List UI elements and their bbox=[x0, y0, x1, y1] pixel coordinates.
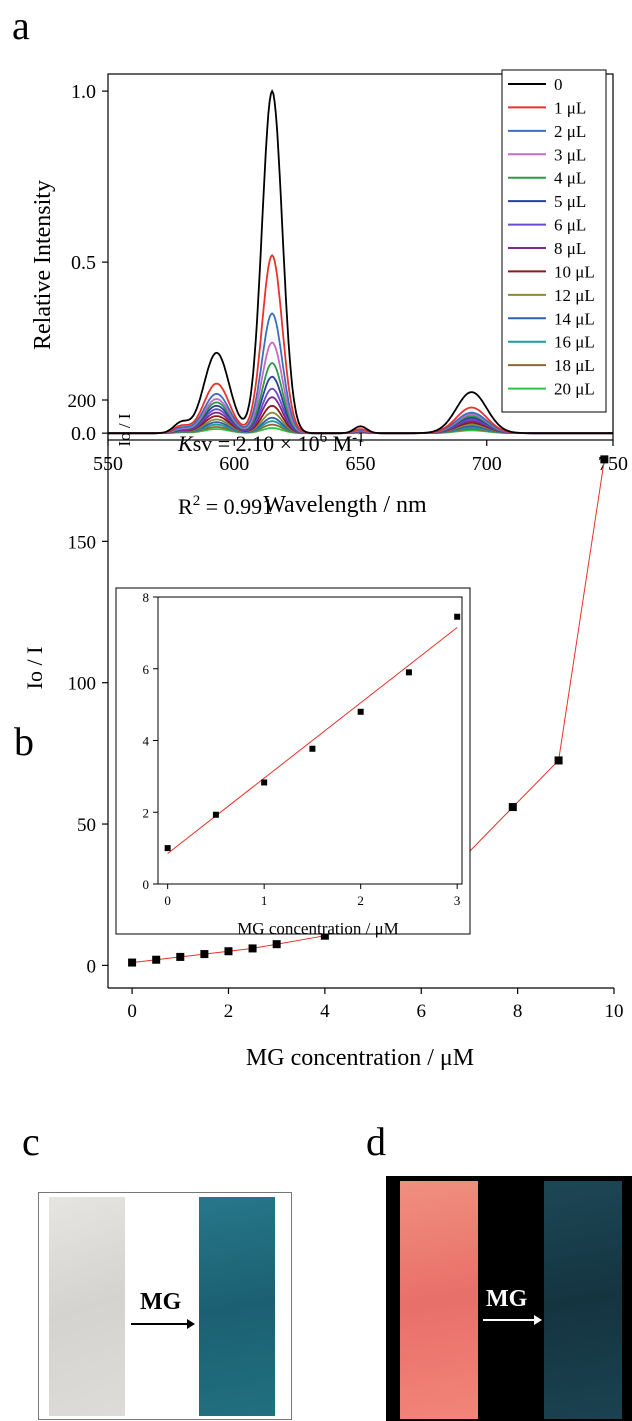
arrow-head-icon bbox=[187, 1319, 195, 1329]
data-point bbox=[200, 950, 209, 959]
y-tick-label: 0.0 bbox=[71, 423, 96, 445]
inset-y-tick-label: 4 bbox=[143, 734, 150, 749]
mg-treated-test-strip bbox=[199, 1197, 275, 1416]
inset-data-point bbox=[309, 745, 316, 752]
data-point bbox=[176, 952, 185, 961]
inset-y-axis-label: Io / I bbox=[115, 413, 134, 446]
inset-frame bbox=[115, 587, 471, 935]
legend-entry: 3 μL bbox=[554, 145, 586, 164]
photo-d-uv-test-strips: MG bbox=[386, 1176, 632, 1421]
inset-x-tick-label: 2 bbox=[357, 893, 364, 908]
x-tick-label: 4 bbox=[320, 1001, 330, 1022]
legend-entry: 10 μL bbox=[554, 262, 595, 281]
x-tick-label: 600 bbox=[219, 453, 249, 475]
legend-entry: 5 μL bbox=[554, 192, 586, 211]
legend-entry: 8 μL bbox=[554, 239, 586, 258]
data-point bbox=[152, 955, 161, 964]
photo-c-test-strips: MG bbox=[38, 1192, 292, 1420]
legend-entry: 18 μL bbox=[554, 356, 595, 375]
y-axis-label: Io / I bbox=[22, 647, 47, 690]
mg-reagent-label: MG bbox=[486, 1286, 528, 1312]
y-tick-label: 150 bbox=[68, 532, 97, 553]
legend-entry: 0 bbox=[554, 75, 563, 94]
inset-data-point bbox=[454, 613, 461, 620]
arrow-icon bbox=[483, 1319, 537, 1321]
legend-entry: 12 μL bbox=[554, 286, 595, 305]
x-tick-label: 10 bbox=[605, 1001, 624, 1022]
legend-entry: 1 μL bbox=[554, 98, 586, 117]
inset-data-point bbox=[261, 779, 268, 786]
data-point bbox=[248, 944, 257, 953]
data-point bbox=[508, 803, 517, 812]
y-tick-label: 0 bbox=[87, 956, 97, 977]
legend-frame bbox=[501, 69, 607, 413]
inset-data-point bbox=[212, 811, 219, 818]
y-tick-label: 200 bbox=[68, 391, 97, 412]
arrow-head-icon bbox=[534, 1315, 542, 1325]
data-point bbox=[600, 455, 609, 464]
arrow-icon bbox=[131, 1323, 191, 1325]
y-tick-label: 1.0 bbox=[71, 81, 96, 103]
r-squared-annotation: R2 = 0.991 bbox=[178, 493, 273, 519]
blank-test-strip bbox=[49, 1197, 125, 1416]
x-tick-label: 6 bbox=[416, 1001, 426, 1022]
inset-y-tick-label: 0 bbox=[143, 877, 150, 892]
spectra-series-group bbox=[108, 88, 613, 435]
panel-label-b: b bbox=[14, 719, 34, 764]
x-axis-label: MG concentration / μM bbox=[246, 1045, 474, 1071]
legend-entry: 4 μL bbox=[554, 169, 586, 188]
inset-data-point bbox=[357, 708, 364, 715]
spectrum-line-0 bbox=[108, 88, 613, 435]
data-point bbox=[272, 940, 281, 949]
data-point bbox=[554, 756, 563, 765]
x-tick-label: 8 bbox=[513, 1001, 523, 1022]
mg-quenched-strip bbox=[544, 1181, 622, 1419]
inset-y-tick-label: 8 bbox=[143, 590, 150, 605]
inset-y-tick-label: 6 bbox=[143, 662, 150, 677]
y-tick-label: 50 bbox=[77, 815, 96, 836]
legend-entry: 14 μL bbox=[554, 309, 595, 328]
legend-entry: 16 μL bbox=[554, 333, 595, 352]
inset-data-series bbox=[164, 613, 461, 854]
mg-reagent-label: MG bbox=[140, 1289, 182, 1315]
panel-label-d: d bbox=[366, 1119, 386, 1164]
inset-chart bbox=[115, 587, 471, 935]
x-tick-label: 700 bbox=[472, 453, 502, 475]
x-tick-label: 650 bbox=[346, 453, 376, 475]
inset-x-axis-label: MG concentration / μM bbox=[237, 919, 399, 938]
inset-y-tick-label: 2 bbox=[143, 805, 150, 820]
inset-x-tick-label: 3 bbox=[454, 893, 461, 908]
inset-x-tick-label: 1 bbox=[261, 893, 268, 908]
x-tick-label: 0 bbox=[127, 1001, 137, 1022]
legend-entry: 20 μL bbox=[554, 380, 595, 399]
y-axis-label: Relative Intensity bbox=[30, 180, 56, 350]
connecting-line bbox=[132, 459, 605, 964]
inset-x-tick-label: 0 bbox=[164, 893, 171, 908]
blank-fluorescent-strip bbox=[400, 1181, 478, 1419]
y-tick-label: 100 bbox=[68, 674, 97, 695]
x-tick-label: 2 bbox=[224, 1001, 234, 1022]
legend: 0 1 μL 2 μL 3 μL 4 μL 5 μL 6 μL 8 μL 10 μL 12 μL 1… bbox=[501, 69, 607, 413]
y-tick-label: 0.5 bbox=[71, 252, 96, 274]
data-point bbox=[128, 958, 137, 967]
legend-entry: 6 μL bbox=[554, 216, 586, 235]
panel-label-a: a bbox=[12, 3, 30, 48]
legend-entry: 2 μL bbox=[554, 122, 586, 141]
ksv-annotation: Ksv = 2.10 × 106 M-1 bbox=[177, 430, 365, 456]
inset-data-point bbox=[405, 669, 412, 676]
inset-plot-frame bbox=[157, 596, 463, 885]
fit-line bbox=[167, 627, 458, 854]
inset-data-point bbox=[164, 845, 171, 852]
inset-plot: 0 1 2 3 0 2 4 6 8 MG concentration / μM Io / I K… bbox=[115, 413, 463, 938]
data-point bbox=[224, 947, 233, 956]
data-point bbox=[320, 931, 329, 940]
panel-label-c: c bbox=[22, 1119, 40, 1164]
x-axis-label: Wavelength / nm bbox=[263, 492, 427, 518]
